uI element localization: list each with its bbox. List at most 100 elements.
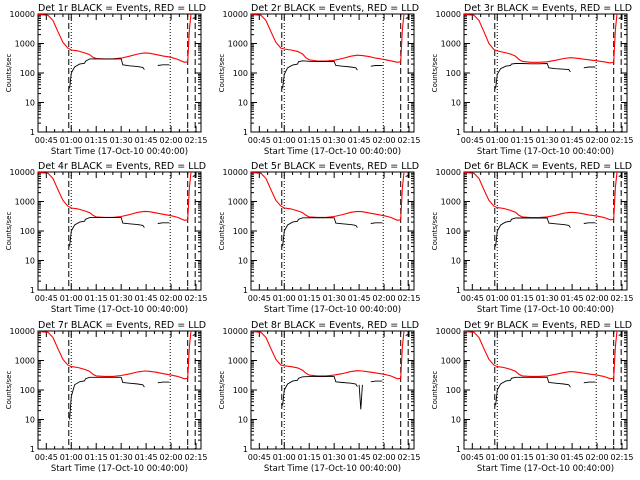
events-series-line xyxy=(370,380,383,383)
x-tick-label: 01:30 xyxy=(323,136,346,145)
y-tick-label: 100 xyxy=(446,386,461,395)
x-tick-label: 00:45 xyxy=(461,294,484,303)
y-tick-label: 10000 xyxy=(223,168,248,177)
events-series-line xyxy=(192,17,197,19)
x-tick-label: 00:45 xyxy=(248,136,271,145)
x-axis-label: Start Time (17-Oct-10 00:40:00) xyxy=(51,464,188,474)
x-axis-label: Start Time (17-Oct-10 00:40:00) xyxy=(51,305,188,315)
x-tick-label: 02:00 xyxy=(586,294,609,303)
events-series-line xyxy=(192,334,197,336)
events-series-line xyxy=(495,217,571,247)
chart-title: Det 3r BLACK = Events, RED = LLD xyxy=(464,3,632,14)
x-axis-label: Start Time (17-Oct-10 00:40:00) xyxy=(264,147,401,157)
x-tick-label: 01:15 xyxy=(511,453,534,462)
x-tick-label: 01:15 xyxy=(85,453,108,462)
chart-title: Det 1r BLACK = Events, RED = LLD xyxy=(38,3,206,14)
y-tick-label: 100 xyxy=(233,386,248,395)
y-tick-label: 1000 xyxy=(15,40,35,49)
x-tick-label: 01:45 xyxy=(135,453,158,462)
y-tick-label: 10 xyxy=(25,257,35,266)
events-series-line xyxy=(282,376,358,406)
x-tick-label: 00:45 xyxy=(248,453,271,462)
x-tick-label: 01:00 xyxy=(60,453,83,462)
y-tick-label: 1 xyxy=(30,445,35,454)
y-axis-label: Counts/sec xyxy=(218,54,226,93)
chart-panel-3: Det 3r BLACK = Events, RED = LLD Counts/s… xyxy=(431,3,634,157)
y-tick-label: 1 xyxy=(30,128,35,137)
x-tick-label: 01:15 xyxy=(511,294,534,303)
x-axis-label: Start Time (17-Oct-10 00:40:00) xyxy=(264,464,401,474)
y-tick-label: 10000 xyxy=(10,168,35,177)
x-tick-label: 01:45 xyxy=(348,136,371,145)
y-tick-label: 10 xyxy=(451,257,461,266)
y-tick-label: 100 xyxy=(20,227,35,236)
x-tick-label: 01:00 xyxy=(486,294,509,303)
chart-panel-1: Det 1r BLACK = Events, RED = LLD Counts/s… xyxy=(5,3,208,157)
chart-title: Det 6r BLACK = Events, RED = LLD xyxy=(464,161,632,172)
y-tick-label: 10 xyxy=(451,99,461,108)
x-axis-label: Start Time (17-Oct-10 00:40:00) xyxy=(264,305,401,315)
y-tick-label: 10000 xyxy=(10,10,35,19)
x-tick-label: 02:15 xyxy=(184,453,207,462)
chart-title: Det 9r BLACK = Events, RED = LLD xyxy=(464,320,632,331)
y-tick-label: 100 xyxy=(446,227,461,236)
x-tick-label: 01:15 xyxy=(85,136,108,145)
y-axis-label: Counts/sec xyxy=(218,212,226,251)
x-axis-label: Start Time (17-Oct-10 00:40:00) xyxy=(477,305,614,315)
events-series-line xyxy=(370,222,383,224)
chart-title: Det 2r BLACK = Events, RED = LLD xyxy=(251,3,419,14)
y-tick-label: 10 xyxy=(238,257,248,266)
events-series-line xyxy=(405,17,410,19)
y-axis-label: Counts/sec xyxy=(5,212,13,251)
y-axis-label: Counts/sec xyxy=(5,54,13,93)
chart-panel-7: Det 7r BLACK = Events, RED = LLD Counts/s… xyxy=(5,320,208,474)
x-tick-label: 02:00 xyxy=(586,136,609,145)
chart-panel-2: Det 2r BLACK = Events, RED = LLD Counts/s… xyxy=(218,3,421,157)
x-tick-label: 02:15 xyxy=(397,136,420,145)
x-tick-label: 01:00 xyxy=(486,136,509,145)
y-tick-label: 1000 xyxy=(228,40,248,49)
events-series-line xyxy=(157,381,170,384)
y-tick-label: 1 xyxy=(243,445,248,454)
y-tick-label: 100 xyxy=(446,69,461,78)
y-tick-label: 10 xyxy=(25,99,35,108)
lld-series-line xyxy=(464,13,618,64)
x-tick-label: 01:45 xyxy=(561,453,584,462)
y-tick-label: 1 xyxy=(456,128,461,137)
x-tick-label: 00:45 xyxy=(248,294,271,303)
y-tick-label: 10000 xyxy=(436,168,461,177)
x-tick-label: 00:45 xyxy=(35,453,58,462)
y-tick-label: 100 xyxy=(233,69,248,78)
x-tick-label: 02:00 xyxy=(160,136,183,145)
y-tick-label: 10 xyxy=(451,416,461,425)
y-tick-label: 10000 xyxy=(10,327,35,336)
x-tick-label: 01:15 xyxy=(298,294,321,303)
lld-series-line xyxy=(251,13,405,63)
x-tick-label: 01:15 xyxy=(298,136,321,145)
events-series-line xyxy=(618,175,623,177)
events-series-line xyxy=(192,175,197,177)
x-tick-label: 01:00 xyxy=(60,136,83,145)
y-axis-label: Counts/sec xyxy=(431,54,439,93)
chart-panel-9: Det 9r BLACK = Events, RED = LLD Counts/s… xyxy=(431,320,634,474)
chart-title: Det 4r BLACK = Events, RED = LLD xyxy=(38,161,206,172)
x-tick-label: 01:30 xyxy=(323,294,346,303)
x-tick-label: 01:00 xyxy=(60,294,83,303)
x-tick-label: 02:15 xyxy=(184,136,207,145)
events-series-line xyxy=(69,58,145,89)
x-tick-label: 01:30 xyxy=(536,136,559,145)
x-tick-label: 00:45 xyxy=(35,136,58,145)
x-tick-label: 01:30 xyxy=(323,453,346,462)
y-tick-label: 1000 xyxy=(228,357,248,366)
chart-panel-5: Det 5r BLACK = Events, RED = LLD Counts/s… xyxy=(218,161,421,315)
x-tick-label: 02:15 xyxy=(397,453,420,462)
x-tick-label: 01:30 xyxy=(536,453,559,462)
x-tick-label: 02:00 xyxy=(373,453,396,462)
events-series-line xyxy=(370,65,383,67)
y-tick-label: 10000 xyxy=(223,327,248,336)
x-tick-label: 01:45 xyxy=(561,136,584,145)
x-tick-label: 01:15 xyxy=(85,294,108,303)
y-tick-label: 100 xyxy=(233,227,248,236)
x-tick-label: 01:45 xyxy=(348,453,371,462)
events-series-line xyxy=(69,376,145,420)
